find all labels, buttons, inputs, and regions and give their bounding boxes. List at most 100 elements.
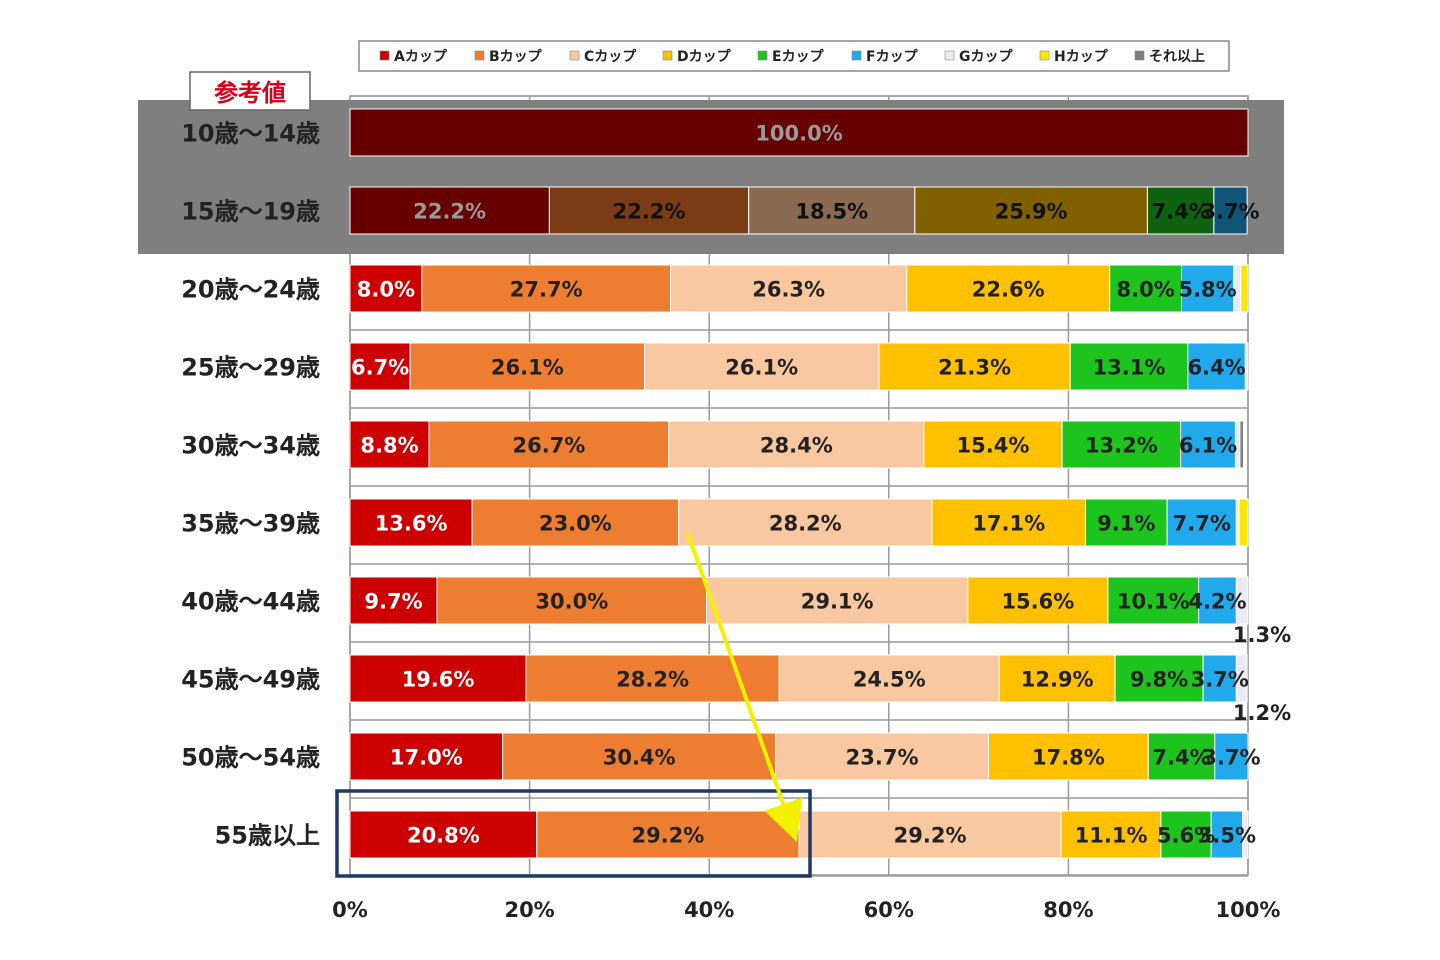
legend-box xyxy=(358,40,1230,72)
category-label: 50歳～54歳 xyxy=(181,744,320,772)
data-label: 29.2% xyxy=(894,824,967,848)
data-labels: 100.0%22.2% 22.2% 18.5% 25.9% 7.4%3.7%8.0% 27… xyxy=(351,122,1291,848)
legend-label: Eカップ xyxy=(772,49,825,65)
data-label: 28.4% xyxy=(760,434,833,458)
bar-segment xyxy=(536,810,800,859)
bar-segment xyxy=(349,732,504,781)
bar-segment xyxy=(678,498,933,547)
category-label: 25歳～29歳 xyxy=(181,354,320,382)
x-tick-label: 100% xyxy=(1216,898,1281,922)
bar-segment xyxy=(1235,576,1249,625)
category-label: 35歳～39歳 xyxy=(181,510,320,538)
legend-label: Hカップ xyxy=(1054,49,1109,65)
bar-segment xyxy=(349,342,411,391)
reference-tag-box xyxy=(189,71,311,111)
data-label: 12.9% xyxy=(1021,668,1094,692)
legend-swatch xyxy=(1039,50,1050,61)
data-label: 29.1% xyxy=(801,590,874,614)
x-tick-label: 40% xyxy=(684,898,734,922)
bar-segment xyxy=(1239,420,1245,469)
bar-segment xyxy=(1114,654,1204,703)
bar-segment xyxy=(1084,498,1168,547)
data-label: 4.2% xyxy=(1188,590,1246,614)
data-label: 26.1% xyxy=(491,356,564,380)
bar-segment xyxy=(1146,186,1215,235)
data-label: 8.0% xyxy=(1117,278,1175,302)
bar-segment xyxy=(1214,732,1249,781)
data-label: 26.3% xyxy=(752,278,825,302)
trend-arrow xyxy=(686,533,803,842)
bar-segment xyxy=(987,732,1149,781)
category-label: 20歳～24歳 xyxy=(181,276,320,304)
data-label: 17.8% xyxy=(1032,746,1105,770)
bar-segment xyxy=(349,186,550,235)
data-label: 5.6% xyxy=(1157,824,1215,848)
data-label: 28.2% xyxy=(616,668,689,692)
data-label: 9.1% xyxy=(1097,512,1155,536)
bar-segment xyxy=(409,342,646,391)
bar-segment xyxy=(1240,264,1249,313)
data-label: 17.1% xyxy=(972,512,1045,536)
data-label: 3.7% xyxy=(1201,200,1259,224)
data-label: 3.7% xyxy=(1202,746,1260,770)
data-label: 26.7% xyxy=(512,434,585,458)
category-label: 10歳～14歳 xyxy=(181,120,320,148)
x-tick-label: 0% xyxy=(332,898,368,922)
data-label: 19.6% xyxy=(402,668,475,692)
data-label: 9.8% xyxy=(1130,668,1188,692)
legend-swatch xyxy=(944,50,955,61)
data-label: 6.4% xyxy=(1187,356,1245,380)
legend-label: それ以上 xyxy=(1149,49,1205,65)
legend-label: Fカップ xyxy=(866,49,919,65)
bar-segment xyxy=(1147,732,1216,781)
legend-label: Bカップ xyxy=(489,49,543,65)
data-label: 6.1% xyxy=(1179,434,1237,458)
data-label: 1.2% xyxy=(1233,701,1291,725)
legend-label: Aカップ xyxy=(394,49,448,65)
legend-swatch xyxy=(757,50,768,61)
bar-segment xyxy=(1202,654,1237,703)
data-label: 3.7% xyxy=(1191,668,1249,692)
bar-segment xyxy=(349,810,538,859)
data-label: 6.7% xyxy=(351,356,409,380)
data-label: 13.2% xyxy=(1085,434,1158,458)
data-label: 25.9% xyxy=(995,200,1068,224)
legend: Aカップ Bカップ Cカップ Dカップ Eカップ Fカップ Gカップ Hカップ それ以上 xyxy=(358,40,1230,72)
category-label: 55歳以上 xyxy=(215,822,320,850)
data-label: 13.1% xyxy=(1093,356,1166,380)
data-label: 20.8% xyxy=(407,824,480,848)
data-label: 26.1% xyxy=(725,356,798,380)
data-label: 5.8% xyxy=(1178,278,1236,302)
data-label: 29.2% xyxy=(631,824,704,848)
bar-segment xyxy=(1069,342,1189,391)
data-label: 3.5% xyxy=(1198,824,1256,848)
bar-segment xyxy=(775,732,989,781)
annotations: 参考値 xyxy=(189,71,812,878)
bar-segment xyxy=(998,654,1116,703)
bar-segment xyxy=(1107,576,1200,625)
category-label: 30歳～34歳 xyxy=(181,432,320,460)
bar-segment xyxy=(471,498,680,547)
bar-segment xyxy=(428,420,670,469)
data-label: 13.6% xyxy=(375,512,448,536)
bar-segment xyxy=(931,498,1086,547)
bar-segment xyxy=(1210,810,1244,859)
bar-segment xyxy=(668,420,925,469)
data-label: 30.4% xyxy=(603,746,676,770)
data-label: 8.8% xyxy=(360,434,418,458)
legend-label: Dカップ xyxy=(677,49,732,65)
data-label: 7.4% xyxy=(1152,746,1210,770)
bar-segment xyxy=(878,342,1071,391)
data-label: 17.0% xyxy=(390,746,463,770)
data-label: 24.5% xyxy=(853,668,926,692)
data-label: 9.7% xyxy=(364,590,422,614)
bar-segment xyxy=(1187,342,1246,391)
bar-segment xyxy=(502,732,777,781)
data-label: 22.2% xyxy=(613,200,686,224)
highlight-box xyxy=(335,789,812,878)
data-label: 100.0% xyxy=(755,122,842,146)
bar-segment xyxy=(349,108,1249,157)
bar-segment xyxy=(1160,810,1212,859)
data-label: 18.5% xyxy=(795,200,868,224)
bar-segment xyxy=(1242,810,1249,859)
